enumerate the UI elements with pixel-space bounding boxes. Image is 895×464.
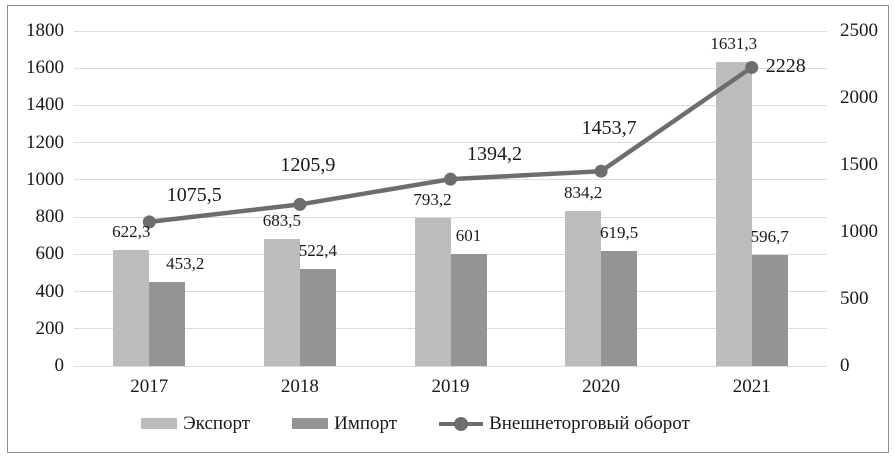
gridline [74,104,827,106]
legend-item-turnover: Внешнеторговый оборот [439,413,690,434]
left-axis-tick-label: 800 [35,206,65,228]
legend-label: Импорт [334,413,398,434]
export-bar [414,218,451,366]
right-axis-tick-label: 500 [840,288,869,309]
category-label: 2018 [280,376,319,397]
import-bar [450,254,487,366]
gridline [74,30,827,32]
legend-item-import: Импорт [292,413,397,434]
gridline [74,142,827,144]
line-value-label: 1205,9 [280,154,336,177]
bar-value-label: 601 [455,226,482,246]
export-bar [715,62,752,366]
legend-label: Внешнеторговый оборот [489,413,690,434]
legend-line-dot [454,416,469,431]
category-label: 2017 [130,376,169,397]
legend: Экспорт Импорт Внешнеторговый оборот [0,413,863,434]
export-swatch-icon [141,418,178,429]
import-bar [299,268,336,366]
legend-item-export: Экспорт [141,413,250,434]
bar-value-label: 793,2 [413,190,452,210]
bar-value-label: 834,2 [563,182,603,202]
gridline [74,67,827,69]
import-bar [149,281,186,366]
right-axis-tick-label: 1500 [840,154,878,175]
left-axis-tick-label: 0 [54,355,65,376]
line-value-label: 1075,5 [166,183,222,206]
bar-value-label: 683,5 [262,210,302,230]
line-value-label: 1453,7 [581,117,637,140]
line-value-label: 1394,2 [467,143,522,166]
bar-value-label: 619,5 [599,222,639,242]
import-swatch-icon [292,418,329,429]
export-bar [263,238,300,366]
import-bar [751,254,788,366]
gridline [74,365,827,367]
category-label: 2020 [582,376,621,397]
export-bar [113,250,150,366]
left-axis-tick-label: 600 [35,243,65,265]
category-label: 2021 [732,376,771,397]
bar-value-label: 522,4 [298,240,338,260]
bar-value-label: 622,3 [112,222,151,242]
bar-value-label: 453,2 [166,253,205,273]
gridline [74,216,827,218]
import-bar [601,250,638,366]
left-axis-tick-label: 200 [35,317,65,339]
left-axis-tick-label: 400 [35,280,65,302]
line-marker-icon [439,416,484,431]
export-bar [565,210,602,366]
right-axis-tick-label: 0 [840,355,850,376]
left-axis-tick-label: 1000 [26,168,64,190]
line-value-label: 2228 [765,55,806,78]
right-axis-tick-label: 2500 [840,20,878,41]
legend-label: Экспорт [183,413,251,434]
left-axis-tick-label: 1600 [26,57,64,79]
category-label: 2019 [431,376,470,397]
gridline [74,179,827,181]
left-axis-tick-label: 1200 [26,131,64,153]
left-axis-tick-label: 1400 [26,94,64,116]
left-axis-tick-label: 1800 [26,20,64,41]
right-axis-tick-label: 2000 [840,87,878,108]
bar-value-label: 1631,3 [710,34,758,54]
right-axis-tick-label: 1000 [840,221,878,242]
bar-value-label: 596,7 [750,226,789,246]
